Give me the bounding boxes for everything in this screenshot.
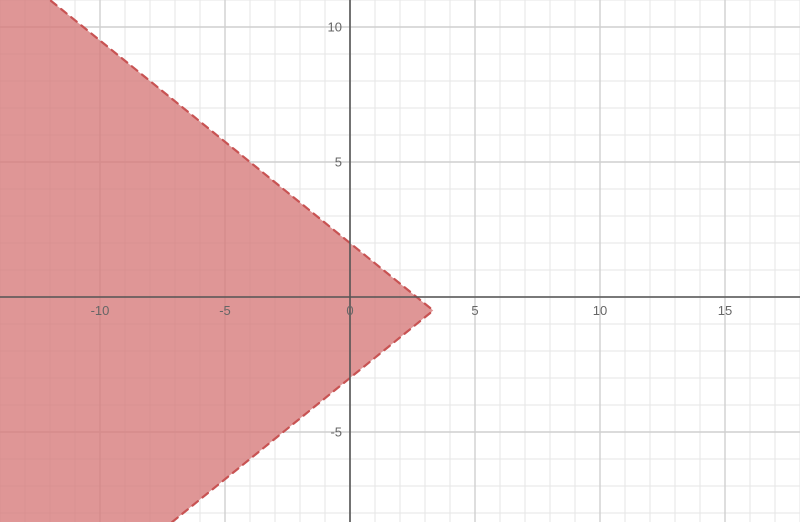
x-tick-label: -10 [91, 303, 110, 318]
x-tick-label: 15 [718, 303, 732, 318]
x-tick-label: 10 [593, 303, 607, 318]
y-tick-label: -5 [330, 425, 342, 440]
y-tick-label: 10 [328, 20, 342, 35]
x-tick-label: -5 [219, 303, 231, 318]
inequality-graph: -10 -5 0 5 10 15 -5 5 10 [0, 0, 800, 522]
chart-svg [0, 0, 800, 522]
x-tick-label: 0 [346, 303, 353, 318]
y-tick-label: 5 [335, 155, 342, 170]
x-tick-label: 5 [471, 303, 478, 318]
